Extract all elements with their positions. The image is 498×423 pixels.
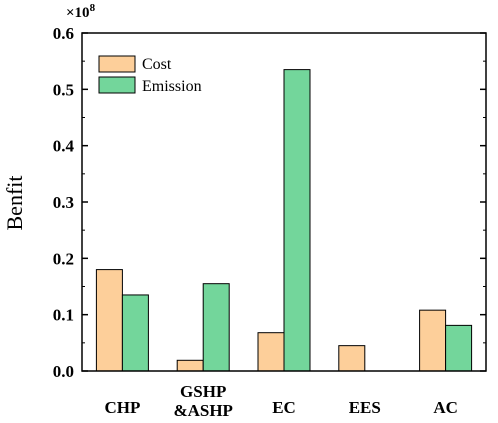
- y-axis-title: Benfit: [2, 176, 27, 231]
- bar-emission-0: [121, 294, 149, 372]
- legend-swatch-emission: [98, 76, 136, 94]
- plot-area: CHP GSHP &ASHP EC EES AC 0.0 0.1 0.2 0.3 0.4 0.5 0.6: [53, 24, 487, 420]
- x-tick-label-4: AC: [433, 398, 458, 417]
- bar-emission-1: [202, 283, 230, 372]
- x-tick-label-3: EES: [349, 398, 381, 417]
- bar-cost-2: [257, 332, 285, 372]
- bar-cost-1: [176, 359, 204, 372]
- bar-emission-4: [445, 324, 473, 372]
- y-tick-label-3: 0.3: [53, 193, 74, 212]
- y-multiplier: ×108: [66, 2, 96, 21]
- x-tick-label-1: GSHP &ASHP: [173, 382, 233, 420]
- legend-label-emission: Emission: [142, 78, 202, 95]
- legend-swatch-cost: [98, 55, 136, 73]
- x-tick-label-0: CHP: [104, 398, 140, 417]
- y-tick-label-1: 0.1: [53, 306, 74, 325]
- x-tick-label-2: EC: [272, 398, 296, 417]
- y-tick-label-0: 0.0: [53, 362, 74, 381]
- y-tick-label-2: 0.2: [53, 249, 74, 268]
- bar-cost-4: [419, 309, 447, 372]
- y-tick-label-5: 0.5: [53, 80, 74, 99]
- bar-cost-3: [338, 345, 366, 372]
- y-tick-label-4: 0.4: [53, 137, 75, 156]
- plot-frame: [81, 32, 487, 372]
- legend-label-cost: Cost: [142, 56, 172, 73]
- bar-emission-2: [283, 69, 311, 372]
- legend: Cost Emission: [98, 55, 202, 95]
- bar-cost-0: [95, 269, 123, 372]
- y-tick-label-6: 0.6: [53, 24, 74, 43]
